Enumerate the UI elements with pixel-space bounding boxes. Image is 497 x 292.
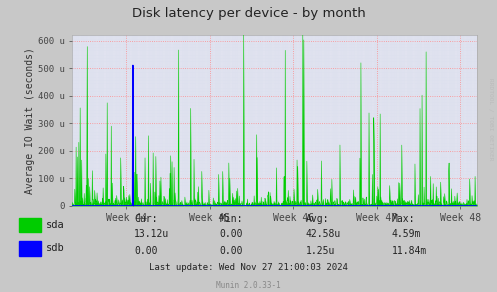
Text: Munin 2.0.33-1: Munin 2.0.33-1: [216, 281, 281, 290]
Text: 13.12u: 13.12u: [134, 229, 169, 239]
Text: 11.84m: 11.84m: [392, 246, 427, 256]
Text: Disk latency per device - by month: Disk latency per device - by month: [132, 7, 365, 20]
Text: RRDTOOL / TOBI OETIKER: RRDTOOL / TOBI OETIKER: [489, 79, 494, 161]
Text: Min:: Min:: [220, 214, 244, 224]
Text: 1.25u: 1.25u: [306, 246, 335, 256]
Text: sda: sda: [46, 220, 65, 230]
Text: Last update: Wed Nov 27 21:00:03 2024: Last update: Wed Nov 27 21:00:03 2024: [149, 263, 348, 272]
Text: Max:: Max:: [392, 214, 415, 224]
Text: 42.58u: 42.58u: [306, 229, 341, 239]
Text: Avg:: Avg:: [306, 214, 329, 224]
Text: sdb: sdb: [46, 244, 65, 253]
Text: Cur:: Cur:: [134, 214, 158, 224]
Text: 0.00: 0.00: [134, 246, 158, 256]
Text: 0.00: 0.00: [220, 229, 244, 239]
Bar: [19, 218, 41, 232]
Text: 4.59m: 4.59m: [392, 229, 421, 239]
Y-axis label: Average IO Wait (seconds): Average IO Wait (seconds): [25, 47, 35, 194]
Text: 0.00: 0.00: [220, 246, 244, 256]
Bar: [19, 241, 41, 256]
